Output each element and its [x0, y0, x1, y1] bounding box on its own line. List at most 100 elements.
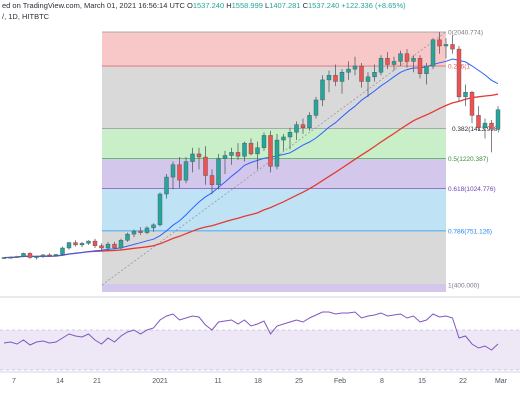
header-info-line: ed on TradingView.com, March 01, 2021 16…: [2, 1, 406, 11]
candle-body: [333, 75, 338, 82]
candle-body: [177, 164, 182, 181]
x-tick-label: Feb: [334, 378, 346, 385]
fib-level-label: 1(400.000): [448, 283, 479, 290]
candle: [125, 232, 130, 242]
candle: [294, 121, 299, 141]
candle: [411, 55, 416, 73]
candle-body: [222, 155, 228, 159]
candle: [190, 147, 195, 173]
candle-body: [47, 254, 52, 257]
x-tick-label: 18: [254, 378, 262, 385]
candle-body: [1, 257, 7, 259]
candle-body: [437, 39, 442, 47]
candle: [79, 241, 85, 248]
x-tick-label: 14: [56, 378, 64, 385]
candle: [151, 223, 156, 232]
candle: [144, 226, 150, 235]
candle-body: [209, 175, 215, 185]
candle: [424, 62, 429, 85]
x-tick-label: 2021: [152, 378, 168, 385]
candle: [261, 132, 267, 151]
candle-body: [359, 65, 364, 82]
candle: [365, 72, 371, 97]
candle: [86, 240, 91, 245]
candle-body: [40, 254, 46, 257]
candle-body: [86, 240, 91, 244]
candle: [183, 157, 189, 184]
candle-body: [489, 122, 494, 130]
candle: [40, 254, 46, 259]
candle: [53, 254, 59, 257]
candle: [170, 161, 176, 190]
x-tick-label: Mar: [495, 378, 508, 385]
candle-body: [53, 254, 59, 256]
candle-body: [411, 58, 416, 62]
candle: [398, 50, 403, 67]
candle-body: [398, 53, 403, 62]
candle: [326, 70, 332, 93]
candle-body: [14, 256, 20, 258]
candle-body: [203, 156, 208, 176]
candle: [99, 243, 104, 252]
ohlc-close: C1537.240: [302, 1, 340, 10]
candle-body: [183, 161, 189, 181]
candle-body: [99, 245, 104, 249]
ohlc-high: H1558.999: [226, 1, 263, 10]
candle: [131, 229, 137, 238]
price-change: +122.336 (+8.65%): [341, 1, 406, 10]
candle-body: [235, 152, 241, 157]
candle-body: [430, 39, 436, 67]
candle: [339, 69, 345, 94]
candle: [378, 55, 384, 76]
fib-level-label: 0(2040.774): [448, 30, 483, 37]
candle-body: [320, 79, 325, 101]
rsi-line: [3, 311, 499, 351]
candle-body: [378, 58, 384, 73]
candle-body: [21, 253, 26, 257]
candle-body: [261, 135, 267, 148]
candle: [307, 112, 312, 131]
candle: [196, 147, 202, 170]
candle-body: [164, 176, 169, 195]
candle-body: [34, 256, 39, 258]
candle-body: [66, 242, 72, 249]
candle-body: [170, 164, 176, 178]
candle-body: [352, 65, 358, 70]
candle: [203, 146, 208, 185]
candle: [287, 127, 293, 150]
fib-zone: [102, 66, 446, 129]
candle-body: [339, 72, 345, 82]
candle-body: [313, 99, 319, 116]
candle-body: [287, 132, 293, 138]
candle: [229, 147, 234, 165]
symbol-interval: /, 1D, HITBTC: [2, 12, 50, 21]
candle: [222, 150, 228, 174]
candle-body: [144, 227, 150, 233]
candle-body: [372, 72, 377, 78]
candle-body: [105, 243, 111, 249]
candle: [482, 118, 488, 139]
candle: [469, 90, 475, 124]
candle: [14, 255, 20, 259]
candle: [450, 35, 455, 54]
candle: [242, 141, 247, 162]
candle: [235, 143, 241, 161]
candle: [268, 130, 273, 173]
candle: [300, 118, 306, 134]
candle-body: [138, 230, 143, 233]
candle: [27, 252, 33, 259]
candle: [21, 252, 26, 258]
candle: [209, 169, 215, 195]
candle-body: [391, 61, 397, 65]
candle-body: [79, 243, 85, 246]
fib-zone: [102, 32, 446, 67]
x-tick-label: 8: [380, 378, 384, 385]
ohlc-low: L1407.281: [265, 1, 301, 10]
candle-body: [404, 53, 410, 62]
candle: [437, 32, 442, 54]
candle-body: [274, 139, 280, 167]
candle-body: [443, 44, 449, 47]
candle-body: [281, 136, 286, 141]
x-tick-label: 11: [214, 378, 221, 385]
